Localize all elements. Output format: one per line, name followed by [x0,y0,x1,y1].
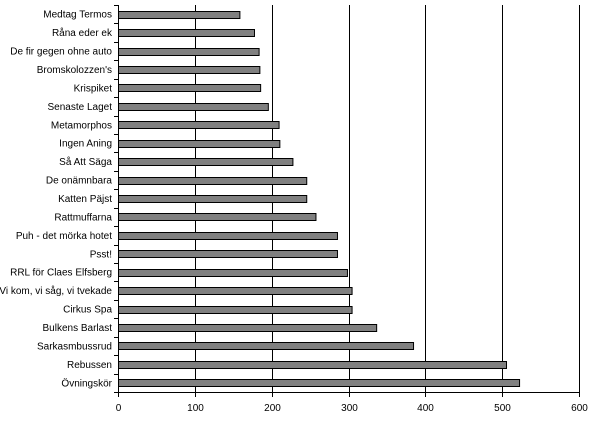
bar-19 [118,342,415,350]
category-label-3: De fir gegen ohne auto [10,47,112,58]
category-label-4: Bromskolozzen's [37,65,112,76]
x-tick-label-300: 300 [341,403,358,414]
category-label-15: RRL för Claes Elfsberg [10,268,112,279]
bar-12 [118,213,317,221]
category-label-21: Övningskör [61,377,112,389]
bar-18 [118,324,378,332]
bar-2 [118,29,255,37]
category-label-6: Senaste Laget [48,102,113,113]
category-label-9: Så Att Säga [59,156,112,168]
labels: Medtag Termos Råna eder ek De fir gegen oh… [0,10,588,414]
category-label-18: Bulkens Barlast [43,323,113,334]
bar-20 [118,361,508,369]
bar-10 [118,177,308,185]
category-label-1: Medtag Termos [43,10,112,21]
x-tick-label-200: 200 [264,403,281,414]
bar-13 [118,232,338,240]
x-tick-label-0: 0 [116,403,122,414]
category-label-11: Katten Päjst [58,194,112,205]
bar-15 [118,269,348,277]
category-label-19: Sarkasmbussrud [37,341,112,352]
bar-3 [118,48,260,56]
category-label-16: Vi kom, vi såg, vi tvekade [0,285,112,297]
bar-8 [118,140,281,148]
x-tick-label-600: 600 [571,403,588,414]
bar-5 [118,84,262,92]
x-tick-label-400: 400 [417,403,434,414]
x-tick-label-100: 100 [187,403,204,414]
category-label-20: Rebussen [67,360,112,371]
category-label-8: Ingen Aning [59,139,112,150]
bar-9 [118,158,294,166]
bar-16 [118,287,353,295]
category-label-17: Cirkus Spa [63,305,112,316]
bar-4 [118,66,261,74]
bar-14 [118,250,338,258]
category-label-7: Metamorphos [51,120,112,131]
category-label-2: Råna eder ek [52,27,113,39]
axes [114,5,580,397]
x-tick-label-500: 500 [494,403,511,414]
category-label-13: Puh - det mörka hotet [16,231,112,242]
bar-21 [118,379,521,387]
bar-17 [118,306,353,314]
category-label-14: Psst! [90,249,112,260]
category-label-10: De onämnbara [46,176,113,187]
bar-7 [118,121,280,129]
bar-6 [118,103,269,111]
bar-11 [118,195,308,203]
bars [118,11,521,387]
bar-1 [118,11,241,19]
category-label-12: Rattmuffarna [54,212,112,223]
category-label-5: Krispiket [74,83,113,94]
